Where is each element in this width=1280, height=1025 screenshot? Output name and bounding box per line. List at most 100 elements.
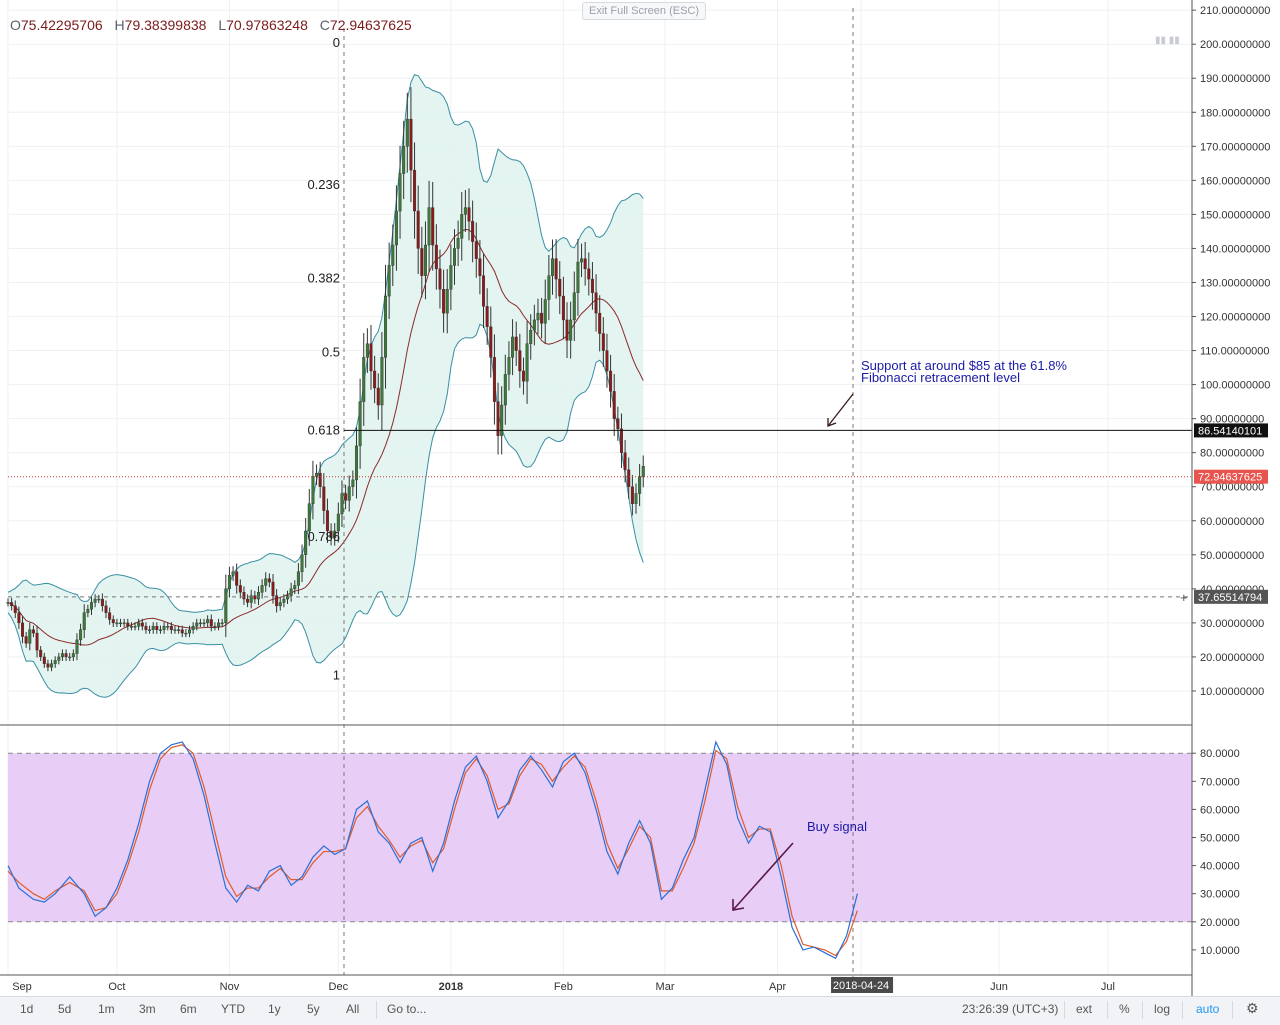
candle-body	[558, 278, 562, 297]
time-axis-label: Dec	[329, 981, 349, 993]
bollinger-fill	[8, 74, 644, 698]
candle-body	[580, 258, 584, 263]
candle-body	[525, 343, 529, 382]
candle-body	[612, 391, 616, 419]
date-marker-background	[831, 977, 894, 993]
candle-body	[413, 169, 417, 212]
last-price-badge: 72.94637625	[1198, 472, 1262, 484]
range-1y-button[interactable]: 1y	[268, 1002, 281, 1016]
candle-body	[31, 629, 35, 634]
candle-body	[6, 602, 10, 604]
percent-scale-toggle[interactable]: %	[1119, 1002, 1130, 1016]
goto-date-button[interactable]: Go to...	[387, 1002, 427, 1016]
candle-body	[137, 622, 141, 627]
candle-body	[438, 268, 442, 290]
candle-body	[540, 312, 544, 324]
price-axis-label: 60.00000000	[1200, 516, 1264, 528]
range-all-button[interactable]: All	[346, 1002, 360, 1016]
candle-body	[198, 622, 202, 625]
toolbar-divider	[1232, 1001, 1233, 1019]
candle-body	[619, 428, 623, 453]
candle-body	[21, 622, 25, 637]
auto-scale-toggle[interactable]: auto	[1196, 1002, 1220, 1016]
range-3m-button[interactable]: 3m	[139, 1002, 156, 1016]
price-axis-background	[1192, 0, 1280, 996]
candle-body	[71, 653, 75, 658]
candle-body	[100, 598, 104, 607]
range-5y-button[interactable]: 5y	[307, 1002, 320, 1016]
time-axis-label: Feb	[554, 981, 573, 993]
candle-body	[119, 622, 123, 625]
candle-body	[547, 275, 551, 300]
candle-body	[53, 660, 57, 664]
resistance-price-badge: 86.54140101	[1198, 425, 1262, 437]
candle-body	[609, 370, 613, 392]
candle-body	[402, 146, 406, 174]
time-axis-label: Sep	[12, 981, 32, 993]
candle-body	[427, 207, 431, 246]
stochastic-band	[8, 753, 1192, 922]
range-1d-button[interactable]: 1d	[20, 1002, 34, 1016]
candle-body	[536, 312, 540, 321]
candle-body	[224, 588, 228, 624]
candle-body	[492, 357, 496, 402]
stochastic-axis-label: 60.0000	[1200, 804, 1240, 816]
range-ytd-button[interactable]: YTD	[221, 1002, 245, 1016]
candle-body	[97, 598, 101, 601]
range-1m-button[interactable]: 1m	[98, 1002, 115, 1016]
candle-body	[304, 530, 308, 555]
exit-fullscreen-button[interactable]: Exit Full Screen (ESC)	[582, 2, 706, 20]
extended-hours-toggle[interactable]: ext	[1076, 1002, 1093, 1016]
pane-controls-icon[interactable]: ▮▮ ▮▮	[1155, 35, 1180, 46]
candle-body	[394, 210, 398, 246]
candle-body	[315, 472, 319, 477]
toolbar-divider	[1182, 1001, 1183, 1019]
candle-body	[235, 571, 239, 586]
candle-body	[166, 626, 170, 628]
candle-body	[10, 602, 14, 607]
candle-body	[209, 619, 213, 627]
candle-body	[482, 275, 486, 307]
candle-body	[282, 598, 286, 603]
candle-body	[13, 605, 17, 613]
range-5d-button[interactable]: 5d	[58, 1002, 72, 1016]
candle-body	[384, 295, 388, 358]
candle-body	[598, 312, 602, 334]
time-axis-label: Nov	[220, 981, 240, 993]
candle-body	[206, 619, 210, 624]
candle-body	[140, 622, 144, 627]
candle-body	[420, 248, 424, 276]
gear-icon[interactable]: ⚙	[1246, 1000, 1259, 1016]
price-axis-label: 200.00000000	[1200, 39, 1270, 51]
low-label: L	[218, 17, 227, 33]
log-scale-toggle[interactable]: log	[1154, 1002, 1171, 1016]
stochastic-axis-label: 80.0000	[1200, 748, 1240, 760]
candle-body	[373, 370, 377, 389]
time-axis-label: Apr	[769, 981, 786, 993]
price-axis-label: 80.00000000	[1200, 448, 1264, 460]
open-label: O	[10, 17, 21, 33]
candle-body	[256, 592, 260, 600]
price-axis-label: 190.00000000	[1200, 73, 1270, 85]
fib-level-label: 0.618	[307, 423, 340, 438]
candle-body	[362, 357, 366, 402]
candle-body	[518, 350, 522, 372]
candle-body	[529, 329, 533, 344]
close-value: 72.94637625	[329, 17, 412, 33]
candle-body	[460, 214, 464, 239]
candle-body	[158, 629, 162, 631]
candle-body	[409, 118, 413, 171]
candle-body	[496, 401, 500, 436]
range-6m-button[interactable]: 6m	[180, 1002, 197, 1016]
candle-body	[220, 622, 224, 625]
candle-body	[311, 476, 315, 504]
stochastic-axis-label: 50.0000	[1200, 833, 1240, 845]
add-alert-icon: +	[1180, 590, 1188, 605]
candle-body	[616, 418, 620, 430]
candle-body	[587, 268, 591, 280]
candle-body	[75, 639, 79, 654]
candle-body	[423, 244, 427, 276]
candle-body	[115, 622, 119, 625]
price-axis-label: 10.00000000	[1200, 686, 1264, 698]
